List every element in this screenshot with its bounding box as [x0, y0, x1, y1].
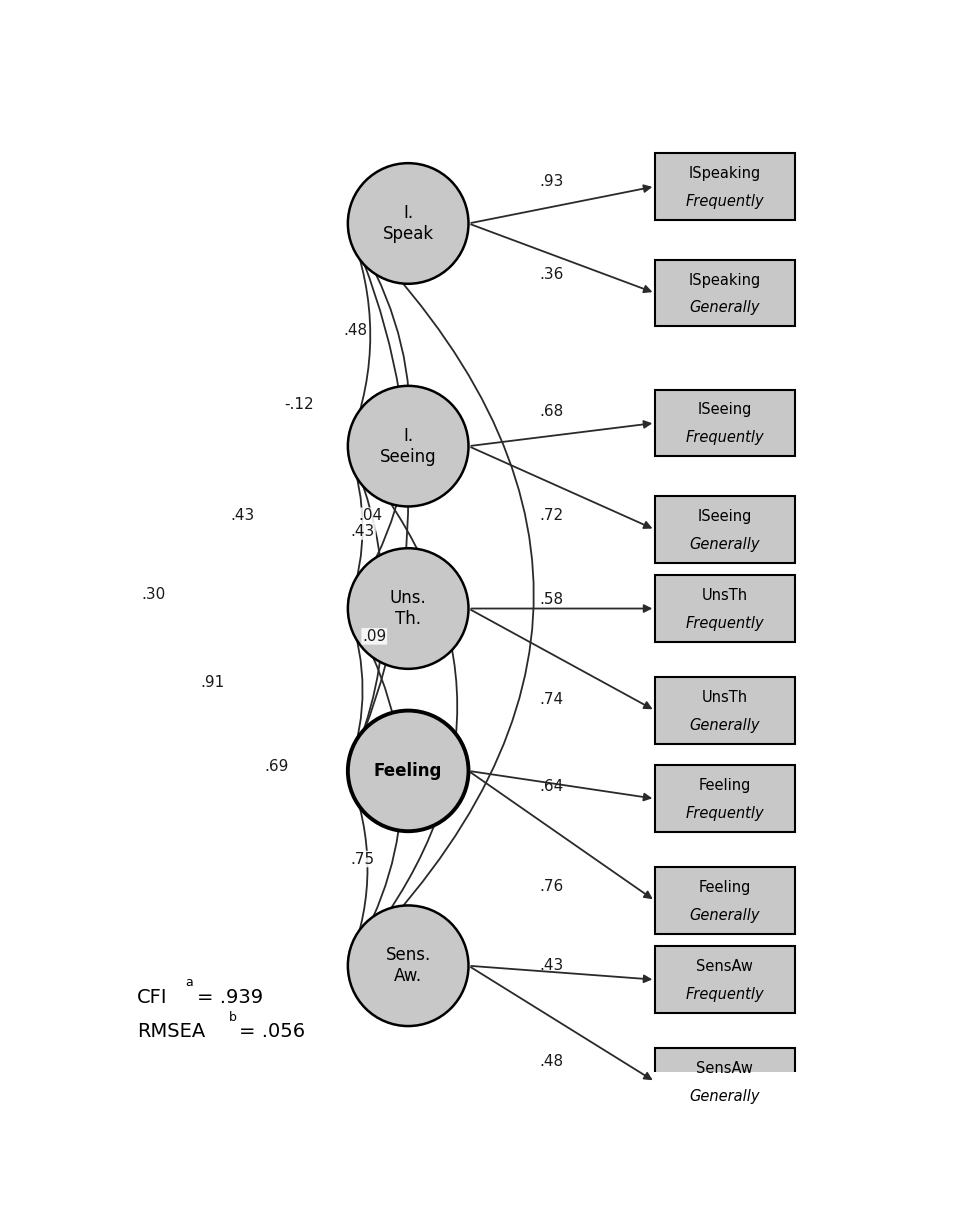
- FancyArrowPatch shape: [349, 448, 383, 766]
- Text: .58: .58: [539, 592, 563, 607]
- Ellipse shape: [348, 905, 469, 1027]
- FancyArrowPatch shape: [349, 227, 371, 442]
- Text: RMSEA: RMSEA: [136, 1022, 205, 1041]
- Text: SensAw: SensAw: [697, 1062, 753, 1076]
- FancyBboxPatch shape: [655, 496, 795, 563]
- FancyBboxPatch shape: [655, 575, 795, 642]
- Text: = .939: = .939: [198, 988, 263, 1007]
- Text: Generally: Generally: [690, 300, 760, 316]
- Text: ISeeing: ISeeing: [698, 402, 752, 417]
- Text: Generally: Generally: [690, 909, 760, 923]
- Text: ISpeaking: ISpeaking: [689, 166, 761, 181]
- Text: .43: .43: [231, 509, 254, 523]
- Text: .09: .09: [362, 629, 386, 643]
- FancyBboxPatch shape: [655, 765, 795, 833]
- Text: Feeling: Feeling: [699, 881, 751, 895]
- Text: .36: .36: [539, 268, 563, 282]
- FancyBboxPatch shape: [655, 259, 795, 327]
- FancyBboxPatch shape: [655, 677, 795, 743]
- Text: Uns.
Th.: Uns. Th.: [390, 589, 426, 628]
- Text: b: b: [229, 1011, 236, 1024]
- Text: .93: .93: [539, 175, 563, 189]
- Text: .69: .69: [264, 759, 288, 774]
- Text: UnsTh: UnsTh: [702, 588, 748, 602]
- Ellipse shape: [348, 548, 469, 669]
- Text: I.
Speak: I. Speak: [382, 204, 434, 243]
- Text: I.
Seeing: I. Seeing: [379, 427, 437, 465]
- Text: Frequently: Frequently: [686, 616, 764, 631]
- Text: .76: .76: [539, 880, 563, 894]
- FancyBboxPatch shape: [655, 153, 795, 219]
- Text: CFI: CFI: [136, 988, 167, 1007]
- FancyArrowPatch shape: [348, 448, 363, 604]
- FancyBboxPatch shape: [655, 868, 795, 934]
- Text: Frequently: Frequently: [686, 194, 764, 208]
- FancyBboxPatch shape: [655, 389, 795, 457]
- Text: .68: .68: [539, 405, 563, 419]
- Ellipse shape: [348, 163, 469, 284]
- Text: .48: .48: [343, 323, 368, 337]
- Text: -.12: -.12: [284, 396, 313, 412]
- Text: Feeling: Feeling: [374, 762, 443, 780]
- Text: a: a: [186, 976, 194, 989]
- Text: .72: .72: [539, 509, 563, 523]
- Text: = .056: = .056: [238, 1022, 305, 1041]
- Text: Frequently: Frequently: [686, 430, 764, 446]
- Text: .48: .48: [539, 1054, 563, 1069]
- Text: Generally: Generally: [690, 1089, 760, 1104]
- Text: Frequently: Frequently: [686, 987, 764, 1003]
- FancyArrowPatch shape: [349, 227, 409, 766]
- Text: ISeeing: ISeeing: [698, 510, 752, 524]
- Ellipse shape: [348, 386, 469, 506]
- Text: UnsTh: UnsTh: [702, 690, 748, 705]
- Text: .91: .91: [200, 675, 224, 690]
- FancyBboxPatch shape: [655, 1048, 795, 1115]
- FancyArrowPatch shape: [349, 611, 402, 962]
- Text: .30: .30: [141, 587, 165, 602]
- Text: Feeling: Feeling: [699, 778, 751, 793]
- Text: Generally: Generally: [690, 537, 760, 552]
- Text: SensAw: SensAw: [697, 959, 753, 974]
- FancyBboxPatch shape: [655, 946, 795, 1013]
- Text: .04: .04: [358, 509, 382, 523]
- FancyArrowPatch shape: [350, 225, 534, 963]
- Text: Generally: Generally: [690, 718, 760, 733]
- FancyArrowPatch shape: [349, 448, 457, 962]
- FancyArrowPatch shape: [348, 611, 363, 766]
- Text: .64: .64: [539, 780, 563, 794]
- Text: Sens.
Aw.: Sens. Aw.: [385, 946, 431, 986]
- Text: Frequently: Frequently: [686, 806, 764, 821]
- FancyArrowPatch shape: [349, 774, 368, 962]
- Text: .74: .74: [539, 692, 563, 707]
- Text: .43: .43: [539, 958, 563, 974]
- FancyArrowPatch shape: [349, 225, 410, 605]
- Text: .43: .43: [351, 524, 375, 539]
- Text: .75: .75: [351, 852, 375, 866]
- Ellipse shape: [348, 711, 469, 831]
- Text: ISpeaking: ISpeaking: [689, 272, 761, 288]
